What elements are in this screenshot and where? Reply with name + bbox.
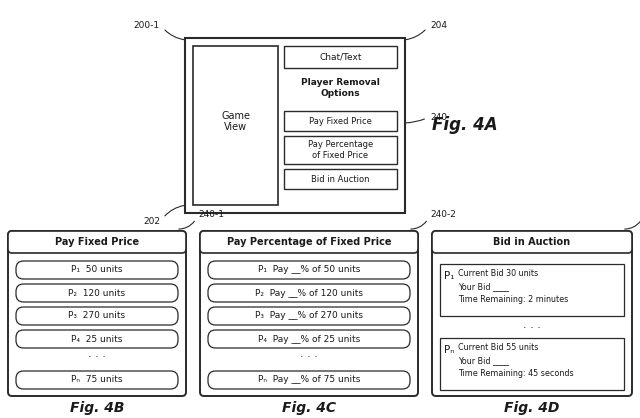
Text: 240-2: 240-2 [430,210,456,219]
Bar [440,338,624,390]
Text: Game
View: Game View [221,111,250,133]
Text: P₁  Pay __% of 50 units: P₁ Pay __% of 50 units [258,265,360,275]
FancyBboxPatch shape [432,231,632,396]
FancyBboxPatch shape [432,231,632,253]
FancyBboxPatch shape [16,371,178,389]
Bar [284,46,397,68]
Text: Your Bid ____: Your Bid ____ [458,357,509,365]
FancyBboxPatch shape [16,307,178,325]
Bar [284,169,397,189]
Text: Fig. 4C: Fig. 4C [282,401,336,415]
Text: 200-1: 200-1 [133,21,159,31]
Bar [193,46,278,205]
Text: Your Bid ____: Your Bid ____ [458,283,509,291]
Text: Bid in Auction: Bid in Auction [493,237,571,247]
Text: Time Remaining: 2 minutes: Time Remaining: 2 minutes [458,296,568,304]
FancyBboxPatch shape [208,371,410,389]
Text: 202: 202 [143,217,160,225]
Text: Fig. 4A: Fig. 4A [432,117,498,135]
Text: Pₙ  75 units: Pₙ 75 units [71,375,123,385]
Text: 204: 204 [430,21,447,31]
Text: Fig. 4D: Fig. 4D [504,401,560,415]
Text: Pay Fixed Price: Pay Fixed Price [309,117,372,125]
FancyBboxPatch shape [200,231,418,396]
Text: Pₙ  Pay __% of 75 units: Pₙ Pay __% of 75 units [258,375,360,385]
FancyBboxPatch shape [16,261,178,279]
Bar [440,264,624,316]
Text: P₁: P₁ [444,271,454,281]
FancyBboxPatch shape [208,284,410,302]
Bar [284,111,397,131]
Text: P₃  270 units: P₃ 270 units [68,311,125,321]
FancyBboxPatch shape [8,231,186,253]
Text: · · ·: · · · [88,352,106,362]
FancyBboxPatch shape [208,261,410,279]
Text: · · ·: · · · [523,323,541,333]
Text: Fig. 4B: Fig. 4B [70,401,124,415]
FancyBboxPatch shape [16,284,178,302]
Text: 240: 240 [430,114,447,122]
Text: 240-1: 240-1 [198,210,224,219]
Text: · · ·: · · · [300,352,318,362]
Text: Pay Fixed Price: Pay Fixed Price [55,237,139,247]
Text: P₁  50 units: P₁ 50 units [71,265,123,275]
Text: Bid in Auction: Bid in Auction [311,174,370,184]
Text: Current Bid 30 units: Current Bid 30 units [458,270,538,278]
Text: Pₙ: Pₙ [444,345,454,355]
Text: Current Bid 55 units: Current Bid 55 units [458,344,538,352]
FancyBboxPatch shape [8,231,186,396]
FancyBboxPatch shape [16,330,178,348]
FancyBboxPatch shape [200,231,418,253]
FancyBboxPatch shape [208,307,410,325]
Bar [284,136,397,164]
Text: P₂  Pay __% of 120 units: P₂ Pay __% of 120 units [255,288,363,298]
Text: P₄  25 units: P₄ 25 units [71,334,123,344]
Bar [185,38,405,213]
Text: Time Remaining: 45 seconds: Time Remaining: 45 seconds [458,370,573,379]
Text: P₂  120 units: P₂ 120 units [68,288,125,298]
Text: Pay Percentage
of Fixed Price: Pay Percentage of Fixed Price [308,140,373,160]
Text: P₄  Pay __% of 25 units: P₄ Pay __% of 25 units [258,334,360,344]
Text: Pay Percentage of Fixed Price: Pay Percentage of Fixed Price [227,237,391,247]
Text: P₃  Pay __% of 270 units: P₃ Pay __% of 270 units [255,311,363,321]
Text: Chat/Text: Chat/Text [319,53,362,61]
FancyBboxPatch shape [208,330,410,348]
Text: Player Removal
Options: Player Removal Options [301,78,380,98]
